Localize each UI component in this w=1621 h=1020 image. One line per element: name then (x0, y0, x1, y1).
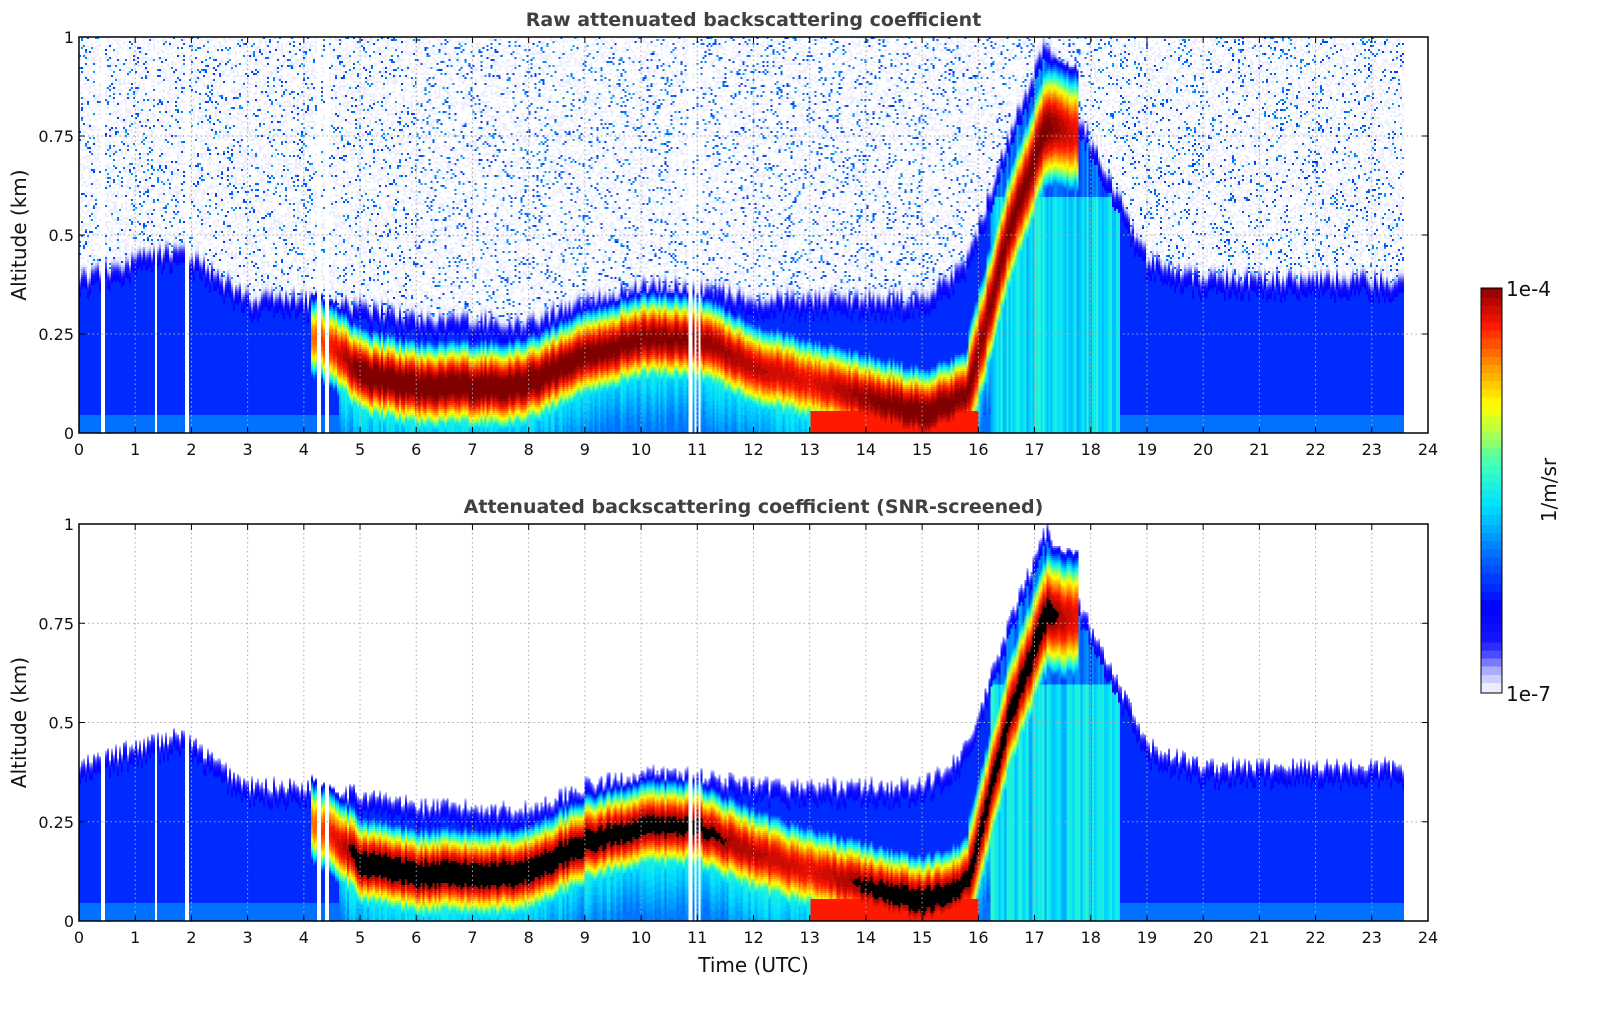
x-tick-label: 16 (968, 440, 988, 459)
x-tick-label: 23 (1362, 928, 1382, 947)
y-tick-label: 0.25 (38, 813, 74, 832)
y-tick-label: 1 (64, 28, 74, 47)
y-tick-label: 0.5 (49, 226, 74, 245)
y-tick-label: 0 (64, 424, 74, 443)
x-tick-label: 13 (800, 928, 820, 947)
x-tick-label: 21 (1249, 928, 1269, 947)
x-tick-label: 20 (1193, 440, 1213, 459)
x-tick-label: 19 (1137, 440, 1157, 459)
plot-frame (78, 36, 1429, 434)
chart-title: Raw attenuated backscattering coefficien… (526, 9, 982, 31)
x-tick-label: 5 (355, 440, 365, 459)
x-tick-label: 0 (74, 928, 84, 947)
x-tick-label: 5 (355, 928, 365, 947)
x-tick-label: 18 (1081, 440, 1101, 459)
x-tick-label: 15 (912, 928, 932, 947)
x-tick-label: 3 (243, 928, 253, 947)
colorbar-frame (1480, 287, 1503, 694)
x-tick-label: 22 (1305, 440, 1325, 459)
x-tick-label: 7 (467, 440, 477, 459)
x-tick-label: 10 (631, 440, 651, 459)
x-tick-label: 19 (1137, 928, 1157, 947)
y-axis-label: Altitude (km) (7, 169, 31, 300)
x-tick-label: 4 (299, 928, 309, 947)
x-tick-label: 6 (411, 440, 421, 459)
plot-frame (78, 523, 1429, 922)
colorbar-max-label: 1e-4 (1506, 277, 1551, 301)
x-tick-label: 22 (1305, 928, 1325, 947)
y-tick-label: 0.25 (38, 325, 74, 344)
y-tick-label: 0.75 (38, 614, 74, 633)
y-tick-label: 1 (64, 515, 74, 534)
x-tick-label: 14 (856, 440, 876, 459)
y-axis-label: Altitude (km) (7, 657, 31, 788)
chart-title: Attenuated backscattering coefficient (S… (464, 496, 1044, 518)
x-tick-label: 0 (74, 440, 84, 459)
x-tick-label: 12 (743, 928, 763, 947)
colorbar-min-label: 1e-7 (1506, 682, 1551, 706)
x-tick-label: 24 (1418, 928, 1438, 947)
x-tick-label: 23 (1362, 440, 1382, 459)
y-tick-label: 0.75 (38, 127, 74, 146)
x-tick-label: 2 (186, 440, 196, 459)
x-tick-label: 11 (687, 928, 707, 947)
x-tick-label: 8 (524, 440, 534, 459)
x-tick-label: 24 (1418, 440, 1438, 459)
colorbar-unit-label: 1/m/sr (1537, 457, 1561, 522)
x-tick-label: 7 (467, 928, 477, 947)
x-axis-label: Time (UTC) (697, 953, 809, 977)
x-tick-label: 17 (1024, 440, 1044, 459)
x-tick-label: 21 (1249, 440, 1269, 459)
x-tick-label: 16 (968, 928, 988, 947)
y-tick-label: 0 (64, 912, 74, 931)
x-tick-label: 13 (800, 440, 820, 459)
x-tick-label: 8 (524, 928, 534, 947)
x-tick-label: 17 (1024, 928, 1044, 947)
x-tick-label: 2 (186, 928, 196, 947)
x-tick-label: 12 (743, 440, 763, 459)
x-tick-label: 6 (411, 928, 421, 947)
x-tick-label: 9 (580, 440, 590, 459)
x-tick-label: 10 (631, 928, 651, 947)
x-tick-label: 3 (243, 440, 253, 459)
x-tick-label: 18 (1081, 928, 1101, 947)
x-tick-label: 4 (299, 440, 309, 459)
colorbar-gradient (1481, 288, 1502, 693)
x-tick-label: 1 (130, 928, 140, 947)
x-tick-label: 1 (130, 440, 140, 459)
y-tick-label: 0.5 (49, 714, 74, 733)
x-tick-label: 11 (687, 440, 707, 459)
x-tick-label: 15 (912, 440, 932, 459)
x-tick-label: 14 (856, 928, 876, 947)
x-tick-label: 20 (1193, 928, 1213, 947)
x-tick-label: 9 (580, 928, 590, 947)
